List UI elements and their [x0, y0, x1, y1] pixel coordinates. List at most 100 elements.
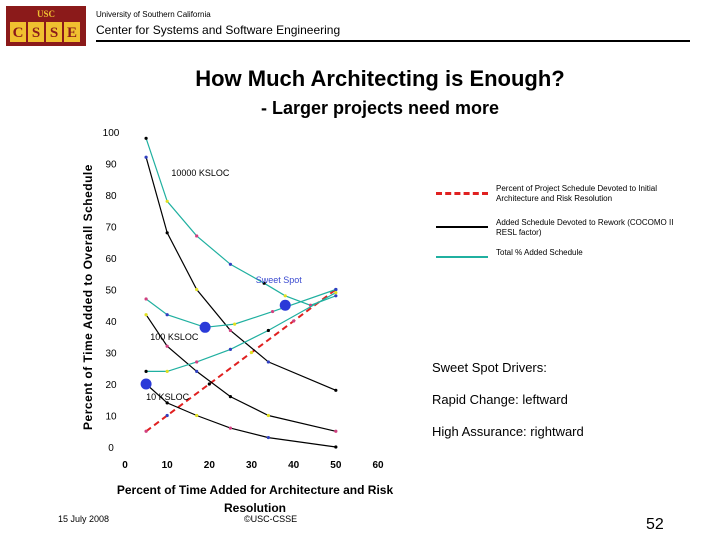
center-name: Center for Systems and Software Engineer…	[96, 23, 341, 37]
series-point	[207, 382, 211, 386]
svg-text:S: S	[32, 25, 40, 41]
svg-text:C: C	[13, 25, 24, 41]
logo-top-text: USC	[37, 9, 55, 19]
series-point	[144, 297, 148, 301]
legend-item-total: Total % Added Schedule	[436, 246, 696, 274]
chart-axes: 0 10 20 30 40 50 60 70 80 90 100 0 10 20 30 40 50 60	[103, 128, 384, 471]
series-point	[233, 322, 237, 326]
university-name: University of Southern California	[96, 10, 211, 19]
series-point	[266, 435, 270, 440]
legend-swatch-rework	[436, 226, 488, 228]
y-tick-label: 90	[105, 160, 117, 171]
y-tick-label: 60	[105, 254, 117, 265]
x-tick-label: 30	[246, 460, 258, 471]
series-point	[144, 136, 148, 140]
series-point	[249, 350, 254, 355]
series-point	[195, 287, 199, 292]
series-point	[283, 294, 287, 298]
series-line	[146, 292, 337, 372]
slide-subtitle: - Larger projects need more	[260, 98, 500, 118]
legend-item-architecture: Percent of Project Schedule Devoted to I…	[436, 182, 696, 210]
y-axis-label: Percent of Time Added to Overall Schedul…	[81, 164, 95, 430]
y-tick-label: 70	[105, 223, 117, 234]
series-point	[165, 369, 169, 373]
series-point	[228, 328, 233, 333]
series-point	[262, 281, 266, 285]
chart-annotation: 10000 KSLOC	[171, 168, 230, 178]
svg-text:E: E	[67, 25, 77, 41]
series-point	[165, 199, 169, 203]
chart-annotation: 100 KSLOC	[150, 332, 199, 342]
series-point	[144, 369, 148, 373]
y-tick-label: 50	[105, 286, 117, 297]
series-point	[195, 360, 199, 364]
series-point	[228, 395, 233, 399]
x-tick-label: 50	[330, 460, 342, 471]
series-point	[334, 291, 338, 295]
x-axis-label: Percent of Time Added for Architecture a…	[116, 483, 394, 515]
y-tick-label: 30	[105, 349, 117, 360]
legend-label-architecture: Percent of Project Schedule Devoted to I…	[496, 184, 657, 203]
series-point	[195, 413, 199, 418]
chart-annotation: 10 KSLOC	[146, 392, 190, 402]
y-tick-label: 20	[105, 380, 117, 391]
series-line	[145, 138, 337, 306]
chart-series	[144, 136, 338, 449]
series-point	[334, 388, 338, 392]
series-point	[266, 360, 270, 364]
legend-swatch-architecture	[436, 192, 488, 195]
y-tick-label: 100	[103, 128, 120, 139]
footer-date: 15 July 2008	[58, 514, 110, 524]
slide-title: How Much Architecting is Enough?	[195, 66, 565, 91]
sweet-spot-marker	[199, 321, 211, 333]
x-tick-label: 40	[288, 460, 300, 471]
series-point	[144, 313, 148, 317]
x-tick-label: 0	[122, 460, 128, 471]
drivers-title: Sweet Spot Drivers:	[432, 360, 547, 375]
series-point	[165, 231, 169, 235]
series-line	[145, 383, 336, 448]
logo-letters: C S S E	[10, 22, 80, 42]
drivers-high-assurance: High Assurance: rightward	[432, 424, 584, 439]
series-point	[165, 413, 169, 418]
series-point	[165, 313, 169, 317]
sweet-spot-marker	[279, 299, 291, 311]
series-point	[165, 344, 169, 348]
y-tick-label: 80	[105, 191, 117, 202]
legend-item-rework: Added Schedule Devoted to Rework (COCOMO…	[436, 216, 696, 244]
y-tick-label: 0	[108, 443, 114, 454]
series-point	[165, 401, 169, 405]
series-line	[145, 314, 336, 432]
chart-annotations: 10000 KSLOC Sweet Spot 100 KSLOC 10 KSLOC	[146, 168, 302, 402]
usc-csse-logo: USC C S S E	[6, 6, 86, 46]
legend-swatch-total	[436, 256, 488, 258]
series-point	[266, 413, 270, 418]
series-point	[195, 234, 199, 238]
y-tick-label: 10	[105, 412, 117, 423]
series-point	[334, 287, 338, 292]
chart-annotation: Sweet Spot	[256, 275, 303, 285]
x-tick-label: 10	[162, 460, 174, 471]
y-tick-label: 40	[105, 317, 117, 328]
series-point	[195, 369, 199, 373]
chart-sweet-spots	[140, 299, 291, 390]
series-point	[144, 429, 148, 433]
svg-text:S: S	[50, 25, 58, 41]
header-divider	[96, 40, 690, 42]
x-tick-label: 60	[372, 460, 384, 471]
series-point	[292, 319, 296, 323]
sweet-spot-drivers: Sweet Spot Drivers: Rapid Change: leftwa…	[432, 352, 584, 448]
series-point	[228, 347, 233, 351]
series-point	[334, 429, 338, 433]
series-point	[334, 294, 338, 298]
page-number: 52	[646, 516, 664, 533]
drivers-rapid-change: Rapid Change: leftward	[432, 392, 568, 407]
series-point	[228, 426, 233, 430]
series-point	[266, 328, 270, 333]
series-point	[228, 262, 233, 266]
series-line	[145, 288, 337, 433]
sweet-spot-marker	[140, 378, 152, 390]
series-line	[145, 157, 337, 391]
footer-copyright: ©USC-CSSE	[244, 514, 298, 524]
